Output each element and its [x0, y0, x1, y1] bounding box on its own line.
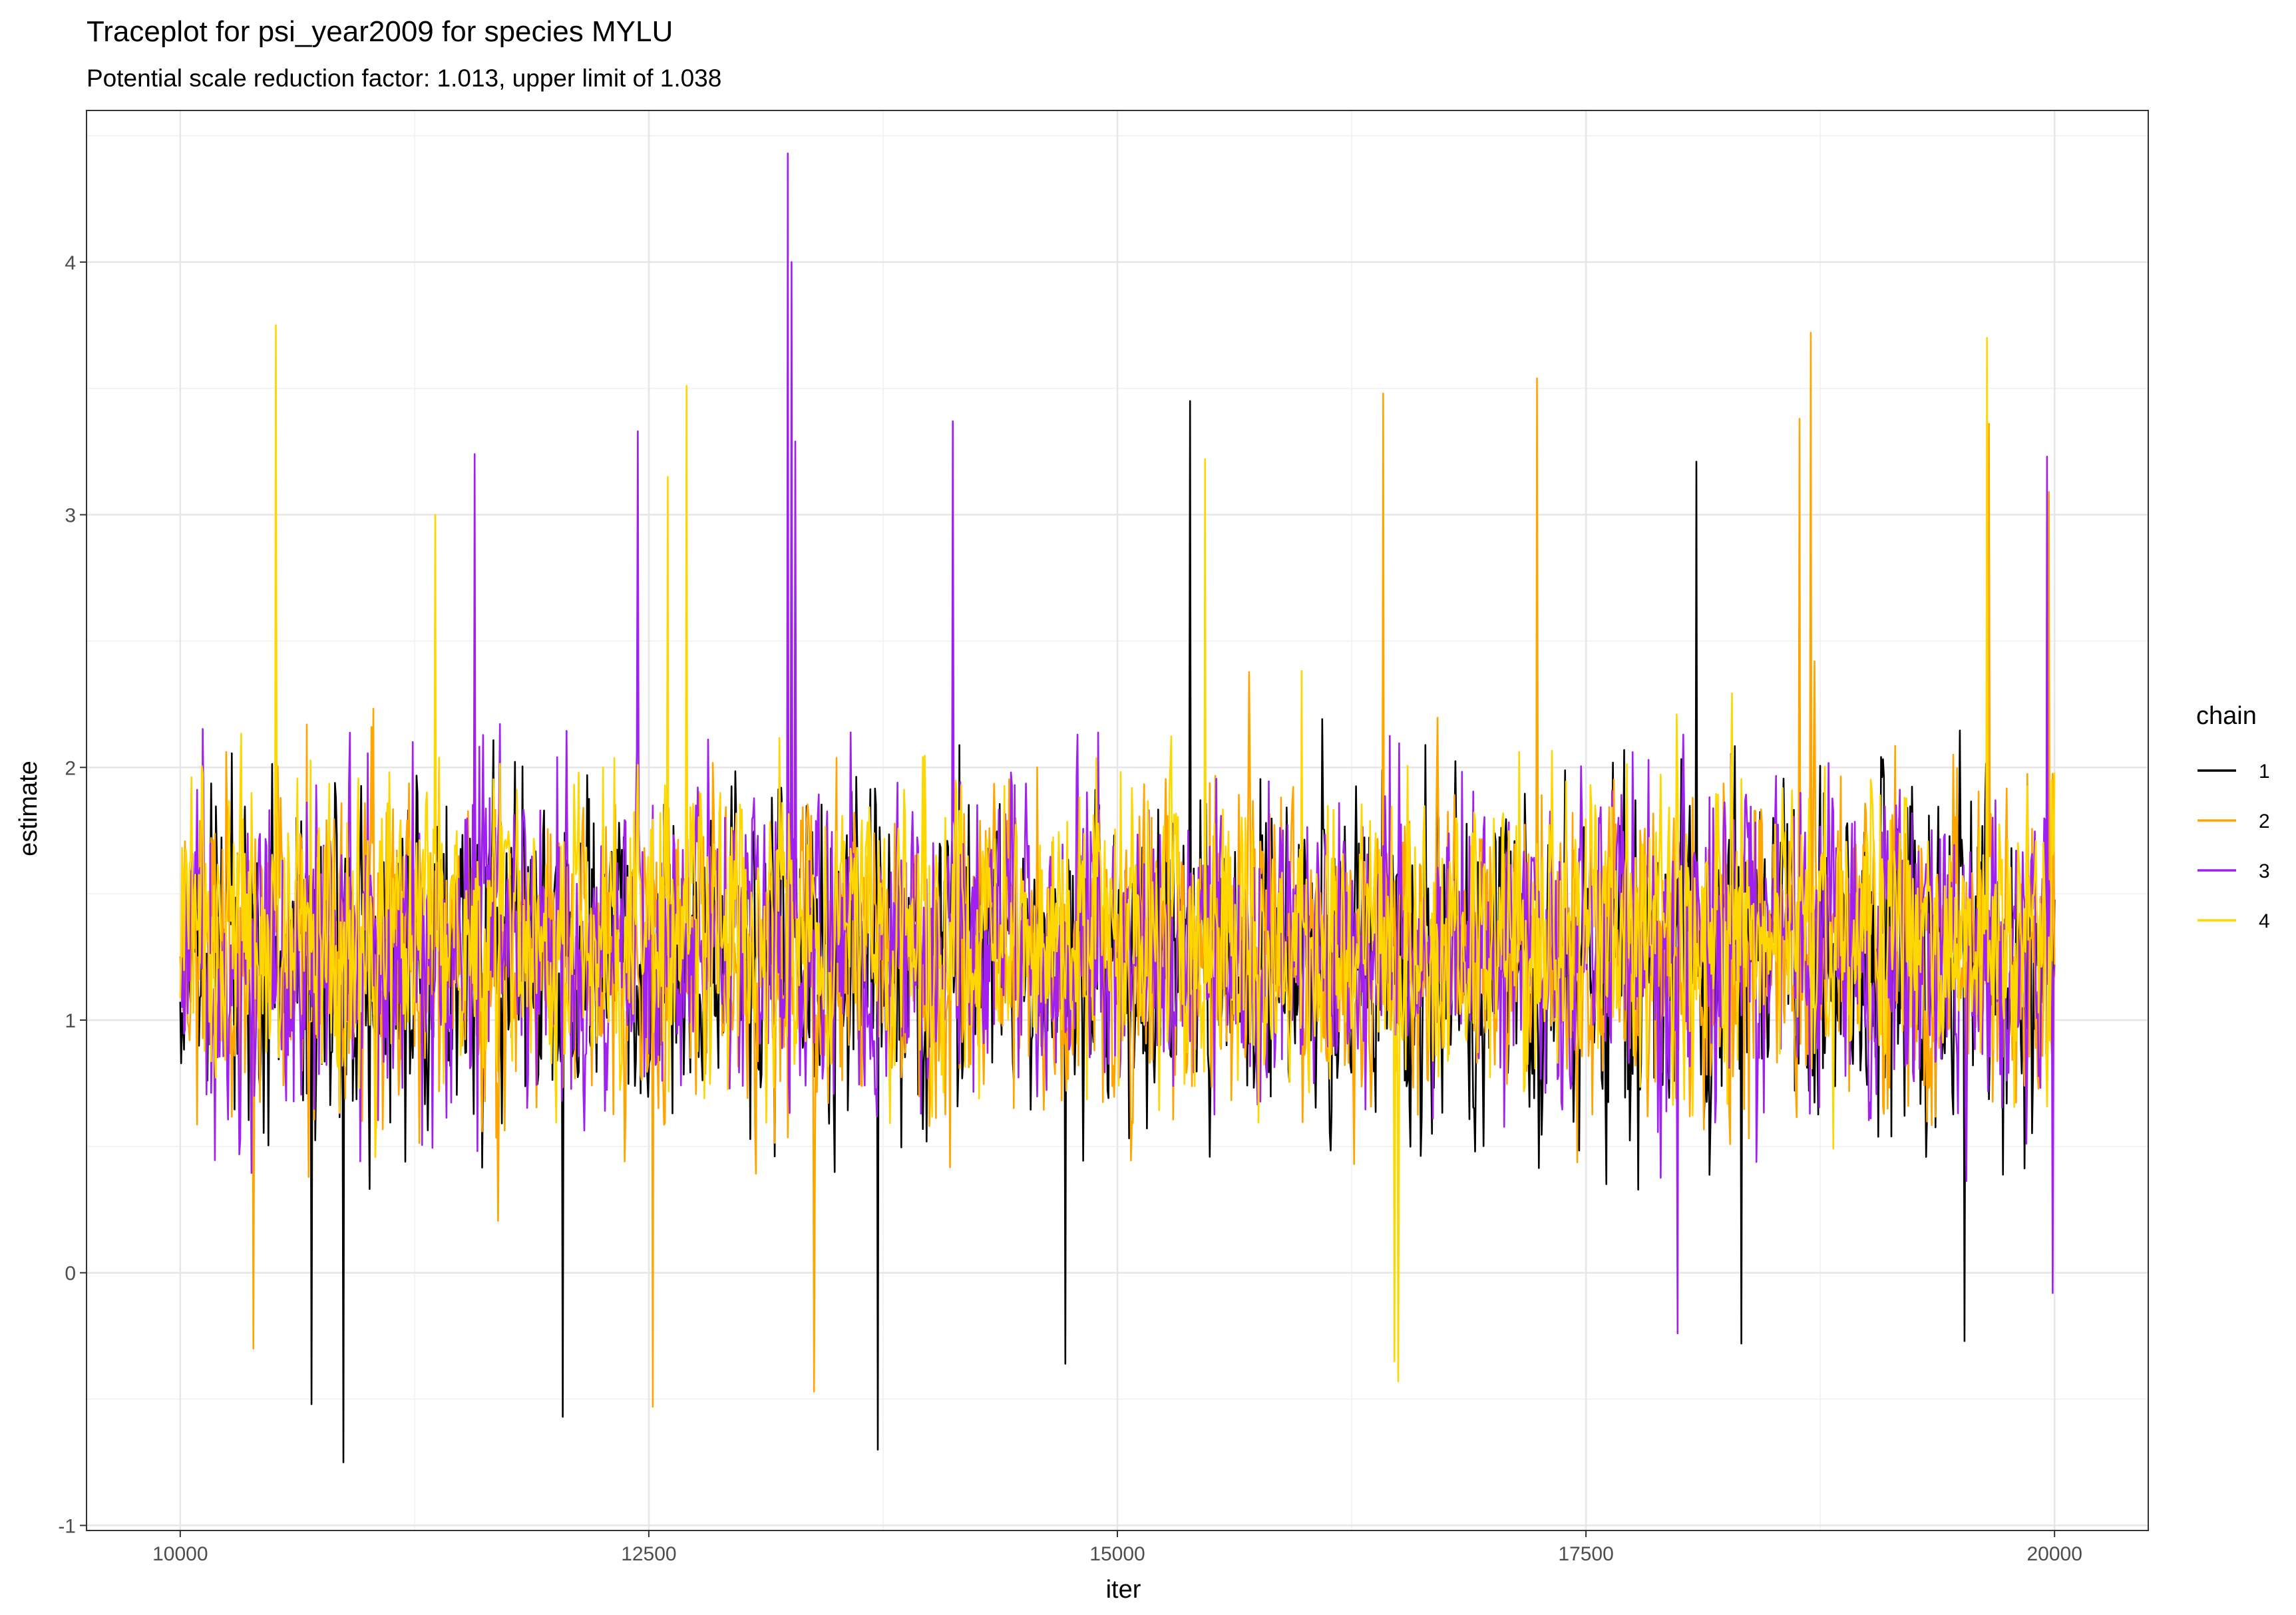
x-tick-label: 12500 — [621, 1543, 676, 1565]
legend-label-chain-3: 3 — [2259, 860, 2270, 882]
y-tick-label: 1 — [65, 1010, 76, 1032]
legend-label-chain-1: 1 — [2259, 761, 2270, 783]
legend-item-chain-3: 3 — [2198, 860, 2270, 882]
x-tick-label: 10000 — [152, 1543, 208, 1565]
y-tick-label: 2 — [65, 757, 76, 779]
legend: chain 1 2 3 4 — [2196, 702, 2270, 932]
legend-title: chain — [2196, 702, 2257, 730]
y-axis: -1 0 1 2 3 4 — [58, 252, 87, 1537]
x-tick-label: 15000 — [1089, 1543, 1145, 1565]
y-tick-label: 4 — [65, 252, 76, 274]
legend-item-chain-2: 2 — [2198, 810, 2270, 832]
y-tick-label: 3 — [65, 505, 76, 527]
x-axis-title: iter — [1106, 1576, 1141, 1604]
y-tick-label: 0 — [65, 1263, 76, 1285]
legend-label-chain-4: 4 — [2259, 910, 2270, 932]
x-tick-label: 17500 — [1558, 1543, 1613, 1565]
chain-4-trace — [179, 324, 2056, 1383]
legend-item-chain-4: 4 — [2198, 910, 2270, 932]
y-tick-label: -1 — [58, 1515, 76, 1537]
legend-item-chain-1: 1 — [2198, 761, 2270, 783]
x-axis: 10000 12500 15000 17500 20000 — [152, 1530, 2082, 1565]
plot-area — [86, 110, 2149, 1531]
legend-label-chain-2: 2 — [2259, 810, 2270, 832]
y-axis-title: estimate — [15, 761, 43, 856]
chart-subtitle: Potential scale reduction factor: 1.013,… — [87, 65, 721, 92]
chart-title: Traceplot for psi_year2009 for species M… — [87, 15, 673, 48]
series-layer — [179, 152, 2056, 1463]
x-tick-label: 20000 — [2026, 1543, 2082, 1565]
